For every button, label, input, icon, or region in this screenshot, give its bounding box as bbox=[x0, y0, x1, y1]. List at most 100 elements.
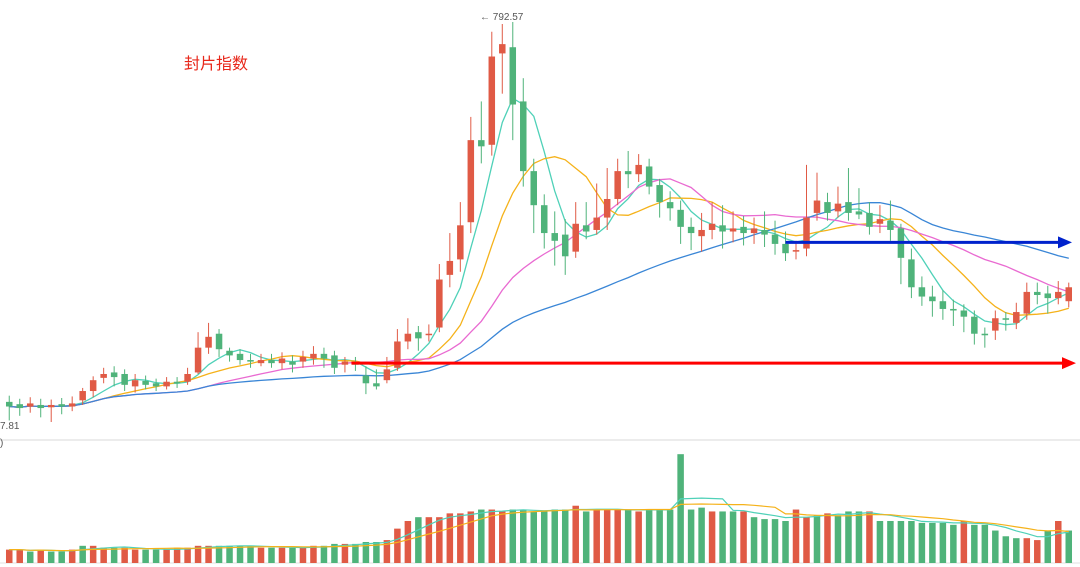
candle-body bbox=[771, 234, 779, 244]
volume-bar bbox=[226, 545, 233, 563]
volume-bar bbox=[16, 549, 23, 563]
candle-body bbox=[425, 333, 433, 336]
candle-body bbox=[593, 217, 600, 230]
candle-body bbox=[215, 333, 223, 350]
volume-bar bbox=[939, 522, 947, 563]
candle-body bbox=[58, 404, 65, 407]
volume-bar bbox=[478, 509, 485, 563]
candle-body bbox=[362, 375, 370, 384]
candle-body bbox=[488, 56, 496, 145]
volume-bar bbox=[897, 520, 905, 563]
candle-body bbox=[89, 380, 97, 392]
volume-bar bbox=[520, 509, 527, 563]
volume-bar bbox=[1065, 530, 1073, 563]
candle-body bbox=[341, 361, 349, 365]
volume-bar bbox=[834, 515, 842, 563]
support-arrow-head bbox=[1062, 357, 1076, 370]
candle-body bbox=[687, 226, 695, 234]
volume-bar bbox=[173, 547, 181, 563]
volume-bar bbox=[499, 511, 506, 563]
volume-bar bbox=[446, 513, 454, 563]
candle-body bbox=[981, 333, 989, 336]
candle-body bbox=[278, 358, 286, 364]
volume-bar bbox=[561, 509, 569, 563]
trend-arrows bbox=[351, 236, 1076, 370]
candle-body bbox=[603, 198, 611, 218]
candle-body bbox=[635, 164, 642, 175]
candle-body bbox=[729, 228, 737, 232]
volume-bar bbox=[719, 511, 726, 563]
volume-bar bbox=[666, 509, 674, 563]
candle-body bbox=[866, 212, 873, 227]
candle-body bbox=[698, 229, 705, 237]
volume-bar bbox=[310, 545, 317, 563]
volume-bar bbox=[992, 530, 999, 563]
candle-body bbox=[16, 404, 23, 409]
volume-bar bbox=[572, 505, 579, 563]
candle-body bbox=[540, 205, 548, 234]
max-price-label: ← 792.57 bbox=[480, 12, 524, 23]
volume-ma5-line bbox=[9, 497, 1069, 552]
candle-body bbox=[792, 250, 800, 252]
candle-body bbox=[1023, 291, 1031, 314]
volume-bar bbox=[771, 519, 779, 563]
volume-bar bbox=[341, 543, 349, 563]
volume-bar bbox=[1013, 538, 1020, 563]
candle-body bbox=[929, 296, 936, 302]
candle-body bbox=[824, 202, 831, 213]
candle-body bbox=[5, 401, 13, 407]
volume-bar bbox=[488, 509, 496, 563]
volume-bar bbox=[47, 551, 55, 563]
volume-bar bbox=[205, 545, 212, 563]
candle-body bbox=[677, 209, 684, 227]
candle-body bbox=[404, 333, 412, 342]
volume-bar bbox=[813, 515, 821, 563]
candle-body bbox=[551, 233, 558, 241]
candle-body bbox=[645, 166, 653, 187]
candle-body bbox=[310, 353, 317, 359]
candle-body bbox=[624, 171, 632, 175]
volume-bar bbox=[708, 511, 716, 563]
volume-bar bbox=[436, 517, 443, 563]
candle-body bbox=[121, 373, 128, 385]
volume-bar bbox=[247, 545, 254, 563]
chart-title: 封片指数 bbox=[184, 54, 249, 73]
grid bbox=[0, 439, 1080, 564]
candle-body bbox=[1034, 291, 1041, 296]
volume-bar bbox=[918, 522, 926, 563]
volume-bar bbox=[855, 511, 863, 563]
candle-body bbox=[320, 353, 328, 359]
volume-bar bbox=[68, 549, 76, 563]
volume-bar bbox=[803, 517, 810, 563]
candle-body bbox=[1013, 312, 1020, 323]
volume-bar bbox=[362, 541, 370, 563]
volume-bar bbox=[215, 545, 223, 563]
volume-bar bbox=[603, 509, 611, 563]
volume-bar bbox=[121, 547, 128, 563]
candle-body bbox=[582, 225, 590, 232]
volume-bar bbox=[110, 547, 118, 563]
volume-bar bbox=[740, 511, 747, 563]
volume-bar bbox=[268, 547, 275, 563]
candle-body bbox=[68, 403, 76, 407]
candle-body bbox=[37, 404, 44, 409]
volume-bar bbox=[1023, 538, 1031, 563]
volume-bar bbox=[89, 545, 97, 563]
candle-body bbox=[142, 380, 149, 385]
volume-bar bbox=[551, 509, 558, 563]
volume-bar bbox=[971, 524, 978, 563]
candle-body bbox=[26, 403, 34, 407]
volume-bar bbox=[824, 513, 831, 563]
volume-bar bbox=[1002, 536, 1010, 563]
candle-body bbox=[971, 316, 978, 334]
candle-body bbox=[845, 202, 852, 213]
candle-body bbox=[834, 203, 842, 212]
volume-bar bbox=[1055, 520, 1062, 563]
candle-body bbox=[918, 287, 926, 297]
volume-bar bbox=[184, 547, 191, 563]
volume-bar bbox=[624, 509, 632, 563]
candle-body bbox=[173, 381, 181, 384]
volume-bar bbox=[457, 513, 464, 563]
candle-body bbox=[782, 243, 789, 254]
volume-bar bbox=[698, 507, 705, 563]
